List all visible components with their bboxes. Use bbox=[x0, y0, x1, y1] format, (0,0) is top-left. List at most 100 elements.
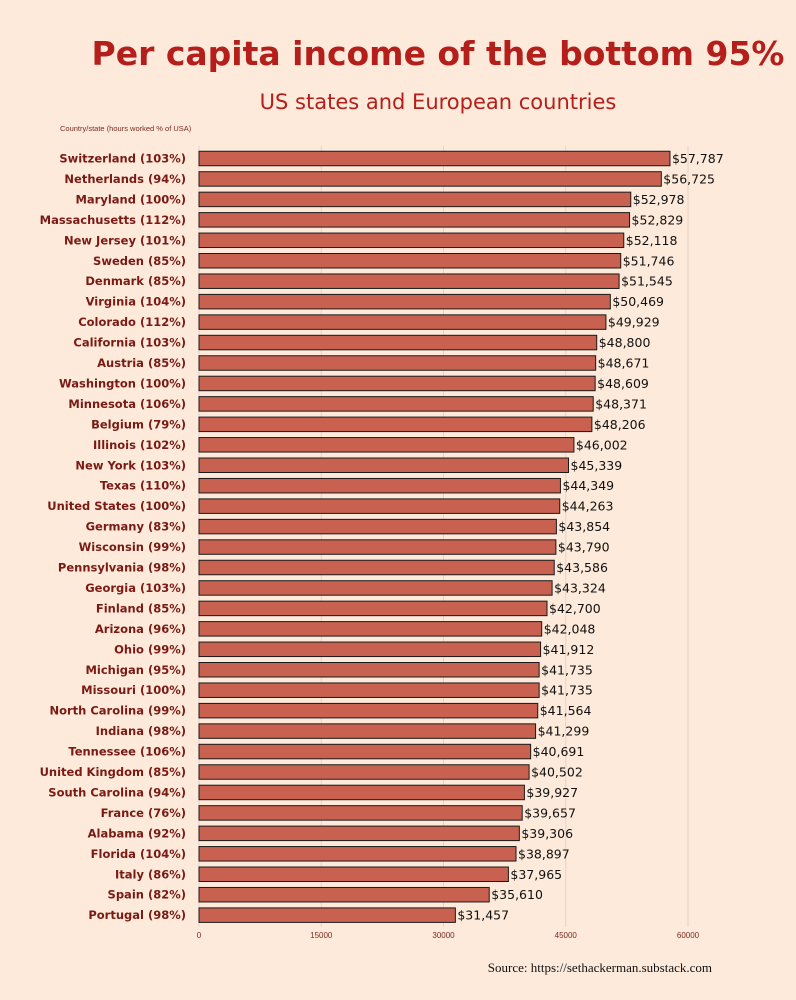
value-label: $43,854 bbox=[558, 519, 610, 534]
value-labels: $57,787 $56,725 $52,978 $52,829 $52,118 $51,7… bbox=[457, 151, 723, 923]
value-label: $49,929 bbox=[608, 315, 660, 330]
category-label: Pennsylvania (98%) bbox=[58, 561, 186, 575]
bar bbox=[198, 273, 620, 289]
value-label: $50,469 bbox=[612, 294, 664, 309]
bar bbox=[198, 743, 532, 760]
bar bbox=[198, 764, 530, 780]
bar bbox=[198, 600, 548, 617]
bar bbox=[198, 457, 570, 473]
value-label: $31,457 bbox=[457, 908, 509, 923]
category-label: Missouri (100%) bbox=[81, 683, 186, 697]
category-label: California (103%) bbox=[73, 336, 186, 350]
x-tick-label: 15000 bbox=[310, 931, 333, 940]
category-label: Arizona (96%) bbox=[95, 622, 186, 636]
bar bbox=[198, 518, 557, 535]
bar bbox=[198, 682, 540, 698]
value-label: $45,339 bbox=[571, 458, 623, 473]
bar bbox=[198, 293, 611, 310]
bar bbox=[198, 171, 662, 187]
value-label: $48,371 bbox=[595, 396, 647, 411]
bar bbox=[198, 866, 509, 882]
value-label: $51,545 bbox=[621, 274, 673, 289]
value-label: $44,263 bbox=[562, 499, 614, 514]
bar bbox=[198, 886, 490, 903]
x-axis-ticks: 0 15000 30000 45000 60000 bbox=[197, 931, 700, 940]
category-label: Colorado (112%) bbox=[78, 315, 186, 329]
value-label: $42,048 bbox=[544, 621, 596, 636]
category-label: United Kingdom (85%) bbox=[40, 765, 186, 779]
bar bbox=[198, 477, 561, 494]
bar bbox=[198, 498, 561, 514]
value-label: $40,691 bbox=[533, 744, 585, 759]
category-label: Finland (85%) bbox=[96, 601, 186, 615]
chart-title: Per capita income of the bottom 95% bbox=[91, 34, 785, 73]
category-label: Sweden (85%) bbox=[93, 254, 186, 268]
value-label: $51,746 bbox=[623, 253, 675, 268]
bar bbox=[198, 416, 593, 433]
bar bbox=[198, 702, 539, 719]
value-label: $48,206 bbox=[594, 417, 646, 432]
value-label: $37,965 bbox=[510, 867, 562, 882]
value-label: $38,897 bbox=[518, 846, 570, 861]
bar bbox=[198, 621, 543, 637]
value-label: $41,735 bbox=[541, 662, 593, 677]
bar bbox=[198, 375, 596, 392]
bar bbox=[198, 232, 625, 249]
bar bbox=[198, 253, 622, 269]
category-label: Germany (83%) bbox=[86, 520, 186, 534]
category-label: Netherlands (94%) bbox=[64, 172, 186, 186]
bar bbox=[198, 723, 537, 739]
value-label: $35,610 bbox=[491, 887, 543, 902]
bar bbox=[198, 334, 598, 351]
bar bbox=[198, 580, 553, 596]
value-label: $41,912 bbox=[543, 642, 595, 657]
bar bbox=[198, 150, 671, 167]
category-label: Illinois (102%) bbox=[93, 438, 186, 452]
bar bbox=[198, 212, 631, 228]
x-tick-label: 0 bbox=[197, 931, 202, 940]
bar bbox=[198, 805, 523, 821]
bar bbox=[198, 396, 594, 412]
category-label: Michigan (95%) bbox=[85, 663, 186, 677]
bars-group bbox=[198, 150, 671, 923]
category-label: Austria (85%) bbox=[97, 356, 186, 370]
category-label: Indiana (98%) bbox=[96, 724, 186, 738]
value-label: $57,787 bbox=[672, 151, 724, 166]
value-label: $44,349 bbox=[562, 478, 614, 493]
category-label: Switzerland (103%) bbox=[59, 152, 186, 166]
value-label: $41,564 bbox=[540, 703, 592, 718]
bar bbox=[198, 539, 557, 555]
value-label: $43,324 bbox=[554, 580, 606, 595]
category-label: New Jersey (101%) bbox=[64, 233, 186, 247]
x-tick-label: 60000 bbox=[677, 931, 700, 940]
category-label: Alabama (92%) bbox=[88, 826, 186, 840]
bar bbox=[198, 907, 456, 923]
category-labels: Switzerland (103%) Netherlands (94%) Maryl… bbox=[40, 152, 186, 923]
category-label: Spain (82%) bbox=[108, 888, 186, 902]
value-label: $40,502 bbox=[531, 765, 583, 780]
bar bbox=[198, 191, 632, 208]
value-label: $39,306 bbox=[521, 826, 573, 841]
category-label: Tennessee (106%) bbox=[68, 745, 186, 759]
value-label: $43,790 bbox=[558, 540, 610, 555]
chart-subtitle: US states and European countries bbox=[259, 90, 617, 114]
value-label: $48,800 bbox=[599, 335, 651, 350]
value-label: $39,927 bbox=[526, 785, 578, 800]
category-label: South Carolina (94%) bbox=[48, 785, 186, 799]
category-label: New York (103%) bbox=[75, 458, 186, 472]
value-label: $52,978 bbox=[633, 192, 685, 207]
bar bbox=[198, 641, 542, 658]
x-tick-label: 45000 bbox=[555, 931, 578, 940]
category-label: Italy (86%) bbox=[115, 867, 186, 881]
category-label: Minnesota (106%) bbox=[68, 397, 186, 411]
value-label: $56,725 bbox=[663, 171, 715, 186]
value-label: $52,118 bbox=[626, 233, 678, 248]
category-label: Belgium (79%) bbox=[91, 417, 186, 431]
value-label: $52,829 bbox=[632, 212, 684, 227]
bar bbox=[198, 825, 520, 842]
category-label: France (76%) bbox=[101, 806, 186, 820]
category-column-header: Country/state (hours worked % of USA) bbox=[60, 124, 192, 133]
bar bbox=[198, 355, 597, 371]
category-label: Wisconsin (99%) bbox=[79, 540, 186, 554]
